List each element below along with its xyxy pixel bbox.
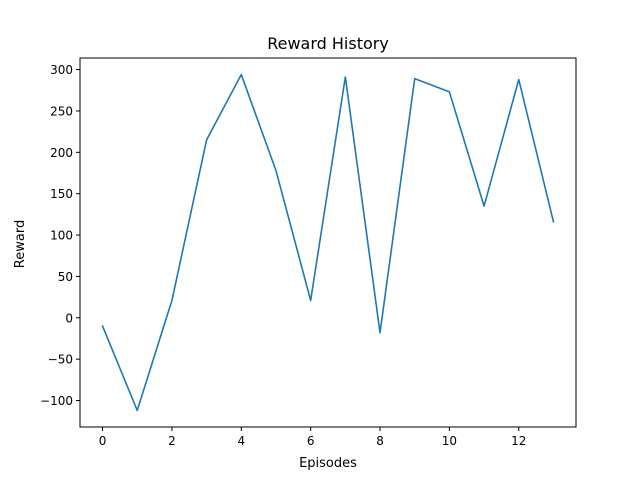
y-tick-label: 300 [50, 63, 73, 77]
data-point [483, 205, 485, 207]
y-tick-label: 150 [50, 187, 73, 201]
chart-title: Reward History [267, 34, 389, 53]
y-tick-label: 200 [50, 146, 73, 160]
data-point [379, 332, 381, 334]
data-point [345, 76, 347, 78]
data-point [310, 300, 312, 302]
data-point [414, 78, 416, 80]
x-axis: 0 2 4 6 8 10 12 [99, 427, 526, 448]
data-point [240, 74, 242, 76]
x-tick-label: 6 [307, 434, 315, 448]
y-tick-label: 250 [50, 104, 73, 118]
series-line-0 [101, 73, 555, 412]
y-tick-label: 50 [58, 270, 73, 284]
y-tick-label: 0 [65, 311, 73, 325]
data-point [136, 410, 138, 412]
data-point [449, 91, 451, 93]
x-tick-label: 0 [99, 434, 107, 448]
data-point [102, 325, 104, 327]
x-axis-label: Episodes [299, 456, 357, 471]
x-tick-label: 4 [237, 434, 245, 448]
data-point [171, 300, 173, 302]
data-point [206, 139, 208, 141]
data-point [518, 79, 520, 81]
y-axis-label: Reward [13, 220, 28, 268]
axes-frame [79, 57, 577, 428]
y-tick-label: −50 [48, 353, 73, 367]
data-point [553, 221, 555, 223]
y-tick-label: 100 [50, 229, 73, 243]
y-tick-label: −100 [40, 394, 73, 408]
x-tick-label: 8 [376, 434, 384, 448]
x-tick-label: 10 [442, 434, 457, 448]
x-tick-label: 12 [511, 434, 526, 448]
data-point [275, 170, 277, 172]
y-axis: −100 −50 0 50 100 150 200 250 300 [40, 63, 80, 408]
x-tick-label: 2 [168, 434, 176, 448]
plot-area [101, 73, 555, 412]
